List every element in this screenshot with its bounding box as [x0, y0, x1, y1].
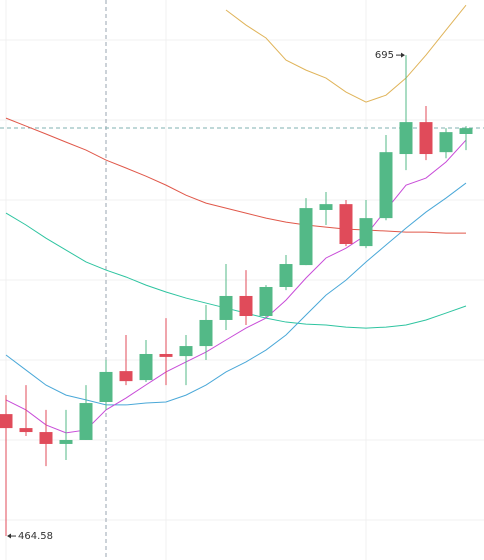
- indicator-line: [5, 117, 466, 234]
- candle-body: [179, 346, 193, 357]
- candle-body: [419, 122, 433, 155]
- candle-body: [119, 371, 133, 382]
- candle-body: [0, 414, 13, 429]
- candle-body: [19, 428, 33, 433]
- candle-body: [239, 295, 253, 317]
- indicator-line: [5, 182, 467, 406]
- candle-body: [59, 439, 73, 444]
- candle-body: [99, 371, 113, 402]
- indicator-line: [5, 212, 467, 329]
- high-arrow-head: [401, 52, 405, 58]
- high-label: 695: [375, 50, 394, 61]
- candle-body: [439, 132, 453, 153]
- candle-body: [199, 319, 213, 347]
- candle-body: [219, 295, 233, 320]
- candle-body: [159, 353, 173, 357]
- candle-body: [279, 264, 293, 287]
- candle-body: [79, 403, 93, 440]
- low-arrow-head: [7, 533, 11, 539]
- candle-body: [339, 204, 353, 244]
- indicator-line: [5, 139, 467, 434]
- candle-body: [39, 432, 53, 444]
- indicator-line: [225, 4, 467, 103]
- candle-body: [259, 286, 273, 317]
- candle-body: [359, 218, 373, 247]
- candle-body: [319, 204, 333, 210]
- candle-body: [139, 353, 153, 381]
- candle-body: [299, 208, 313, 266]
- low-label: 464.58: [18, 531, 53, 542]
- candle-body: [399, 122, 413, 155]
- candle-body: [459, 128, 473, 134]
- candle-body: [379, 152, 393, 219]
